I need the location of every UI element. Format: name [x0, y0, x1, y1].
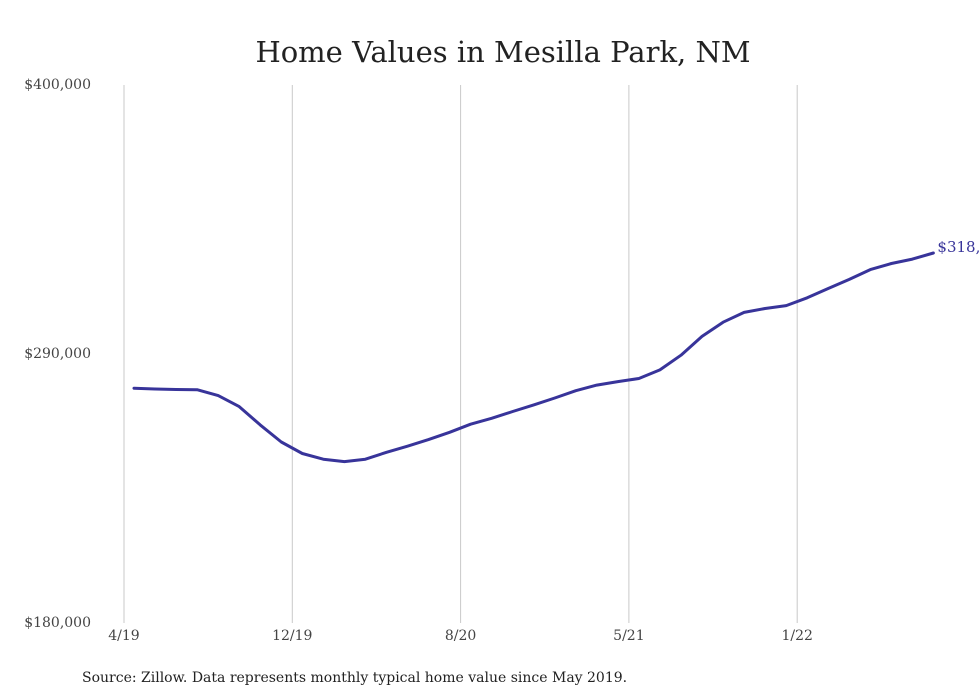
- source-note: Source: Zillow. Data represents monthly …: [82, 670, 627, 686]
- x-tick-label: 12/19: [272, 628, 312, 644]
- x-tick-label: 4/19: [108, 628, 139, 644]
- gridlines: [123, 85, 798, 623]
- y-tick-label: $180,000: [24, 615, 91, 631]
- x-tick-label: 1/22: [781, 628, 812, 644]
- chart-title: Home Values in Mesilla Park, NM: [255, 35, 750, 69]
- series-line: [132, 251, 935, 464]
- x-axis-ticks: 4/19 12/19 8/20 5/21 1/22: [108, 628, 813, 644]
- x-tick-label: 8/20: [445, 628, 476, 644]
- y-axis-ticks: $400,000 $290,000 $180,000: [24, 77, 91, 631]
- x-tick-label: 5/21: [613, 628, 644, 644]
- end-value-label: $318,790: [937, 238, 980, 256]
- y-tick-label: $290,000: [24, 346, 91, 362]
- y-tick-label: $400,000: [24, 77, 91, 93]
